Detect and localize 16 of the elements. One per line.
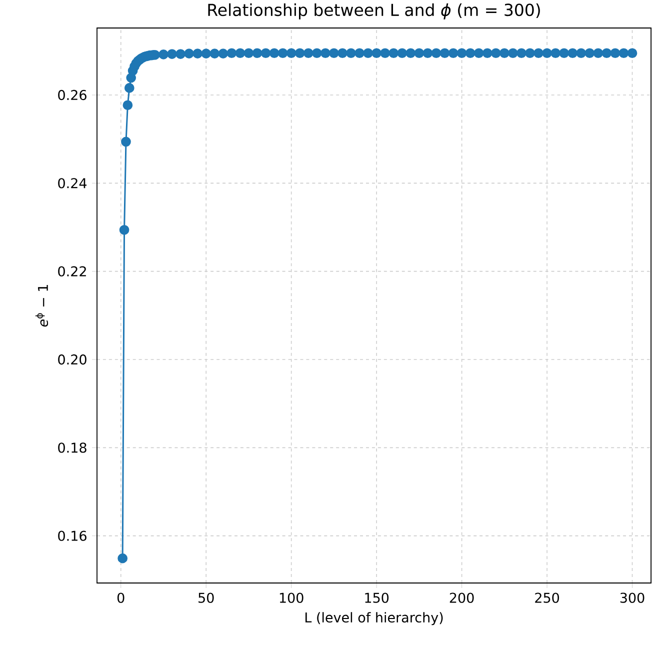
x-tick-label: 100 (280, 592, 304, 603)
x-tick-label: 50 (198, 592, 214, 603)
x-tick-label: 300 (620, 592, 644, 603)
y-tick-label: 0.16 (58, 530, 86, 541)
chart-title: Relationship between L and ϕ (m = 300) (208, 3, 540, 20)
x-tick-label: 200 (450, 592, 474, 603)
x-tick-label: 250 (535, 592, 559, 603)
y-tick-label: 0.18 (58, 442, 86, 453)
y-axis-title: e$^{ϕ}$ − 1 (35, 284, 48, 327)
x-tick-label: 150 (365, 592, 389, 603)
y-tick-label: 0.26 (58, 90, 86, 100)
y-tick-label: 0.20 (58, 354, 86, 365)
x-axis-title: L (level of hierarchy) (305, 612, 443, 626)
y-tick-label: 0.24 (58, 178, 87, 188)
y-tick-label: 0.22 (58, 266, 86, 276)
x-tick-label: 0 (117, 592, 124, 603)
